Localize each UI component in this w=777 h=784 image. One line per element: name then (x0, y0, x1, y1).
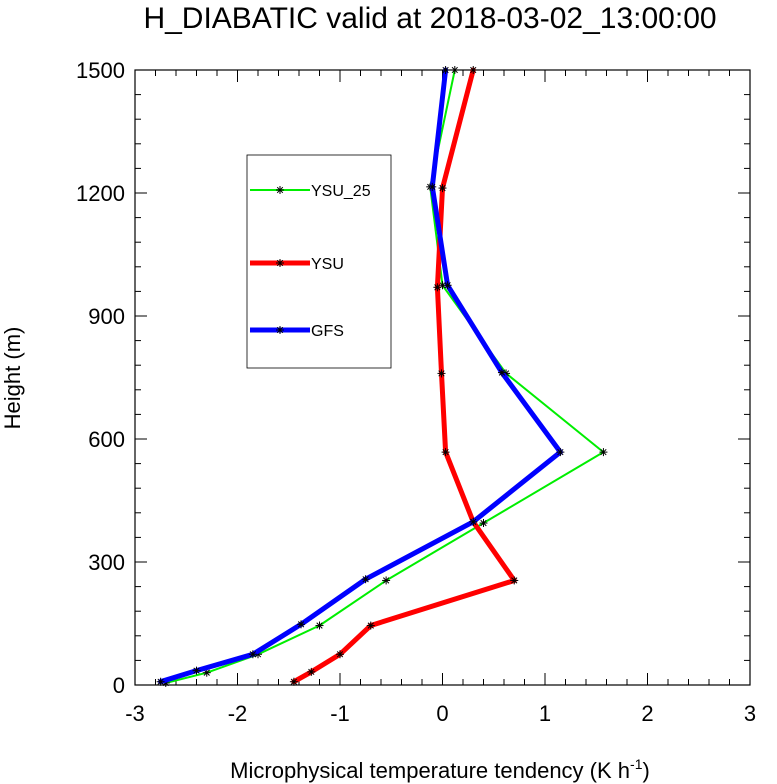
data-marker-stroke (297, 621, 305, 628)
series-line (158, 67, 563, 685)
data-marker-stroke (290, 678, 298, 685)
data-marker-stroke (438, 370, 445, 377)
data-point (297, 620, 306, 629)
series-gfs (156, 66, 565, 686)
y-tick-label: 0 (113, 673, 125, 698)
data-marker-stroke (442, 66, 449, 74)
legend-marker (276, 186, 284, 194)
data-point (248, 650, 257, 659)
legend-marker (276, 259, 284, 267)
legend-label: YSU (311, 256, 344, 273)
data-marker-stroke (276, 186, 284, 194)
chart-title: H_DIABATIC valid at 2018-03-02_13:00:00 (143, 2, 716, 35)
data-marker-stroke (367, 622, 374, 629)
x-tick-label: 0 (436, 701, 448, 726)
data-marker-stroke (276, 259, 284, 267)
axis-ticks (134, 69, 751, 686)
series-line (291, 67, 517, 685)
data-point (556, 448, 565, 457)
legend: YSU_25 YSU GFS (246, 154, 392, 369)
data-point (192, 666, 201, 675)
x-axis-label: Microphysical temperature tendency (K h-… (230, 756, 650, 783)
x-tick-label: 2 (641, 701, 653, 726)
data-marker-stroke (470, 518, 477, 525)
data-point (202, 668, 211, 677)
data-point (479, 519, 488, 528)
data-marker-stroke (276, 326, 284, 334)
data-point (510, 576, 519, 585)
x-tick-label: -2 (228, 701, 248, 726)
data-point (441, 66, 450, 74)
legend-label: YSU_25 (311, 183, 371, 200)
y-tick-label: 900 (88, 304, 125, 329)
data-point (336, 650, 344, 659)
data-marker-stroke (429, 183, 436, 191)
data-marker-stroke (439, 184, 446, 192)
data-point (469, 517, 478, 526)
y-tick-label: 1500 (76, 58, 125, 83)
data-marker-stroke (498, 369, 506, 376)
series-line (164, 69, 605, 684)
x-tick-label: 1 (539, 701, 551, 726)
data-point (428, 182, 437, 191)
series-ysu (289, 66, 519, 686)
data-point (315, 621, 324, 630)
data-marker-stroke (193, 667, 200, 674)
data-point (497, 368, 506, 377)
y-tick-label: 600 (88, 427, 125, 452)
legend-box (246, 154, 392, 369)
y-axis-label: Height (m) (0, 327, 25, 430)
data-marker-stroke (382, 577, 390, 584)
data-marker-stroke (557, 448, 564, 456)
series-layer (156, 66, 608, 687)
data-marker-stroke (442, 448, 449, 456)
data-marker-stroke (316, 622, 323, 629)
data-marker-stroke (444, 282, 451, 289)
data-point (366, 621, 375, 630)
data-marker-stroke (511, 577, 518, 584)
data-marker-stroke (434, 284, 441, 291)
data-marker-stroke (600, 448, 607, 456)
x-tick-label: -1 (330, 701, 350, 726)
data-point (382, 576, 391, 585)
data-marker-stroke (249, 651, 257, 658)
data-point (437, 369, 446, 378)
data-point (289, 677, 298, 686)
data-marker-stroke (336, 651, 344, 658)
data-marker-stroke (203, 669, 210, 676)
legend-marker (276, 326, 284, 334)
series-ysu-25 (161, 66, 608, 687)
data-point (361, 575, 370, 584)
legend-label: GFS (311, 323, 344, 340)
data-point (599, 448, 608, 457)
x-tick-label: 3 (744, 701, 756, 726)
data-marker-stroke (362, 576, 369, 583)
y-tick-label: 1200 (76, 181, 125, 206)
data-marker-stroke (157, 678, 164, 685)
data-point (441, 448, 450, 457)
data-point (469, 66, 478, 74)
data-marker-stroke (308, 668, 315, 676)
data-marker-stroke (480, 519, 487, 527)
data-point (450, 66, 459, 74)
axis-tick-labels: -3 -2 -1 0 1 2 3 0 300 600 900 1200 1500 (76, 58, 756, 726)
x-tick-label: -3 (125, 701, 145, 726)
y-tick-label: 300 (88, 550, 125, 575)
data-point (433, 283, 442, 292)
data-point (156, 677, 165, 686)
data-point (307, 667, 316, 676)
data-marker-stroke (451, 66, 458, 74)
data-marker-stroke (470, 66, 477, 74)
data-point (438, 184, 447, 193)
data-point (443, 281, 452, 290)
